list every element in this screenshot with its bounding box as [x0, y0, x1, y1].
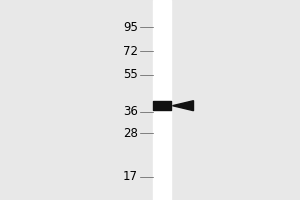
Text: 72: 72	[123, 45, 138, 58]
Text: 55: 55	[123, 68, 138, 81]
Bar	[153, 0, 171, 200]
Text: 17: 17	[123, 170, 138, 183]
Text: 28: 28	[123, 127, 138, 140]
Text: 36: 36	[123, 105, 138, 118]
Polygon shape	[172, 101, 194, 111]
Text: 95: 95	[123, 21, 138, 34]
